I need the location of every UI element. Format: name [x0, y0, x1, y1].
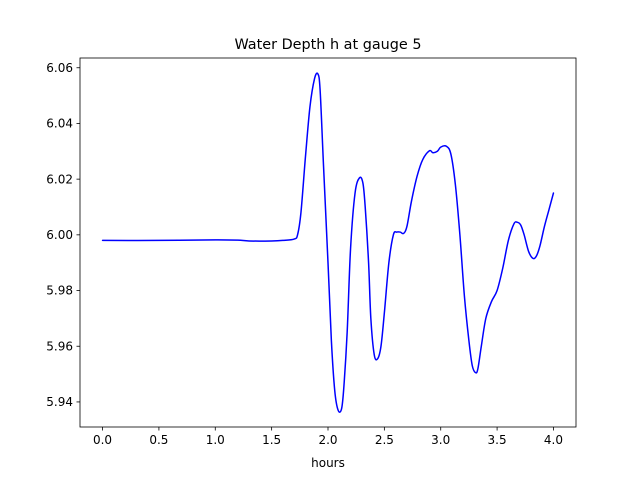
- x-tick-label: 1.5: [262, 433, 281, 447]
- series-line-0: [101, 72, 555, 413]
- y-tick-label: 6.00: [46, 228, 73, 242]
- x-tick-label: 4.0: [544, 433, 563, 447]
- x-tick-label: 2.0: [318, 433, 337, 447]
- y-tick-label: 6.02: [46, 172, 73, 186]
- y-tick-label: 5.98: [46, 284, 73, 298]
- y-tick-label: 6.04: [46, 117, 73, 131]
- x-tick-label: 3.5: [488, 433, 507, 447]
- x-axis-label: hours: [311, 456, 345, 470]
- chart-title: Water Depth h at gauge 5: [234, 37, 421, 53]
- y-tick-label: 5.94: [46, 395, 73, 409]
- y-tick-label: 5.96: [46, 339, 73, 353]
- y-tick-label: 6.06: [46, 61, 73, 75]
- plot-area: 0.0 0.5 1.0 1.5 2.0 2.5 3.0 3.5 4.0 5.94 5.96 5.98 6…: [46, 57, 577, 447]
- x-tick-label: 0.0: [93, 433, 112, 447]
- x-tick-label: 0.5: [149, 433, 168, 447]
- x-tick-label: 3.0: [431, 433, 450, 447]
- x-tick-label: 1.0: [206, 433, 225, 447]
- x-tick-label: 2.5: [375, 433, 394, 447]
